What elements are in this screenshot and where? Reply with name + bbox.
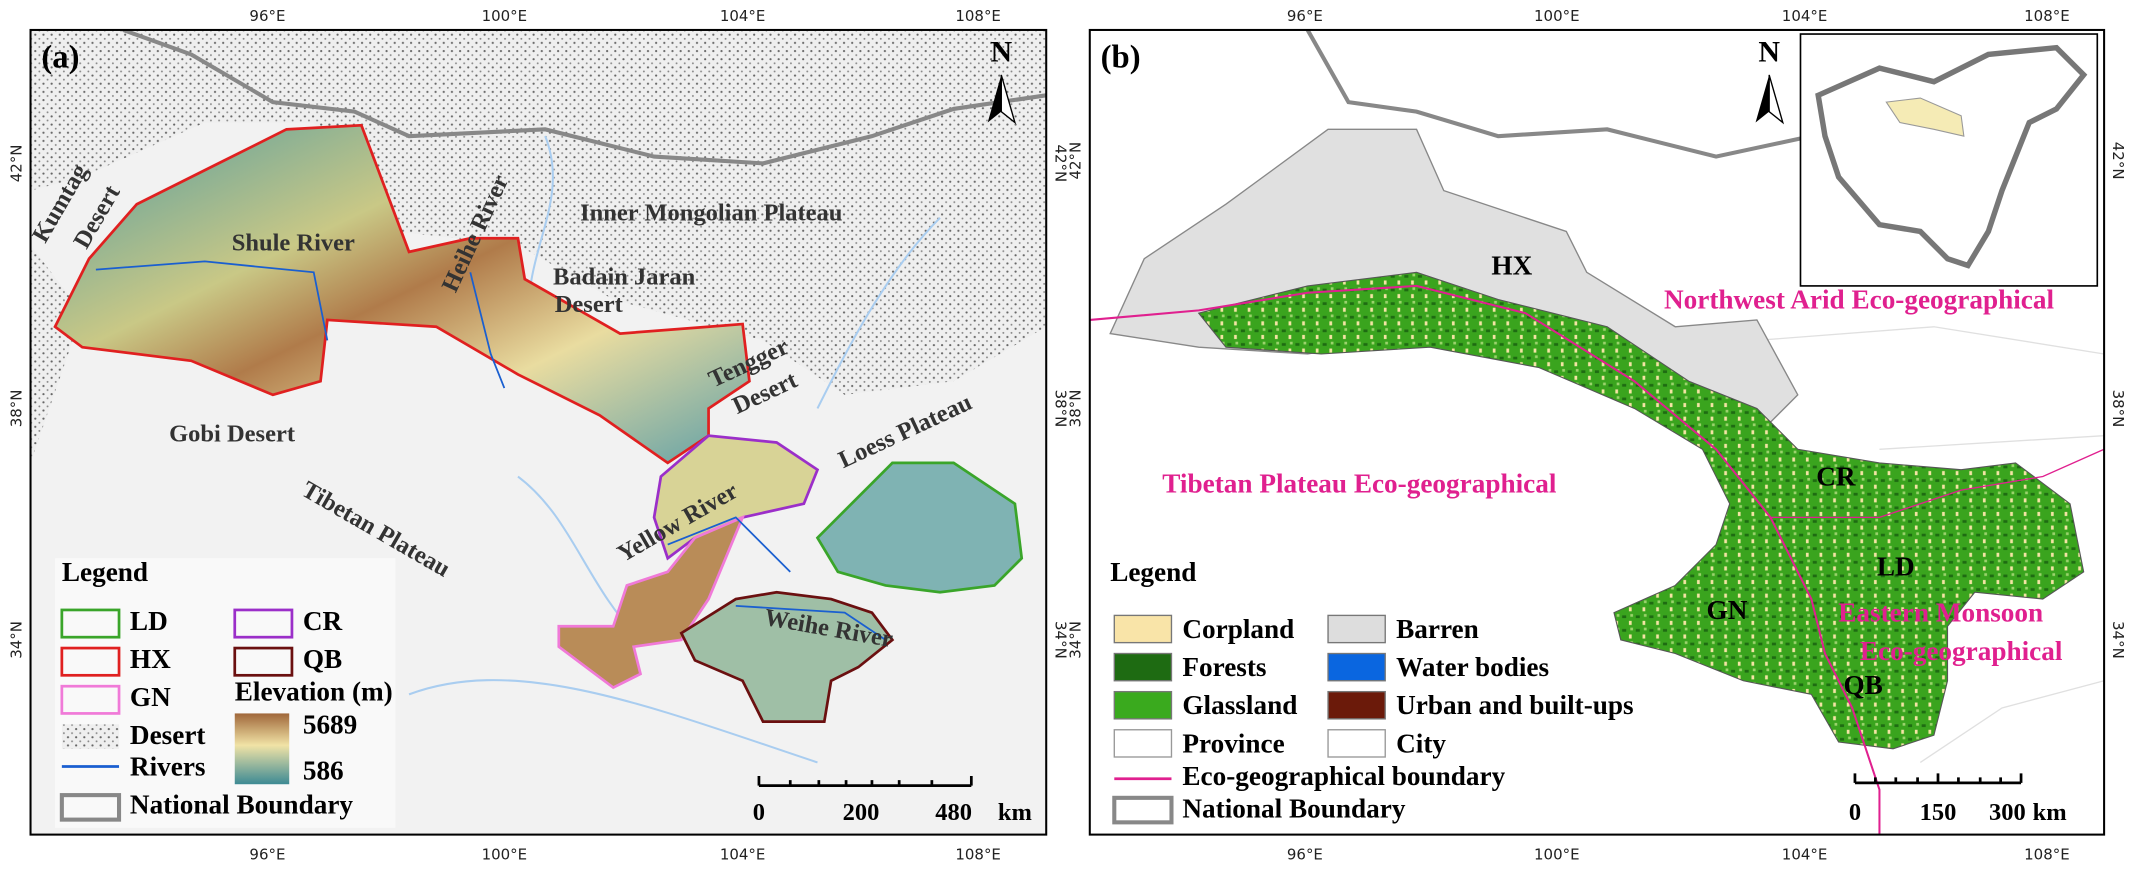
place-label: Badain Jaran: [553, 264, 696, 291]
lon-label: 104°E: [720, 846, 766, 864]
legend-title: Legend: [62, 557, 148, 587]
lat-label: 38°N: [1067, 390, 1085, 428]
scale-label: 300: [1989, 799, 2026, 826]
legend-item: 586: [303, 756, 344, 786]
legend-item: Water bodies: [1396, 652, 1549, 682]
place-label: Gobi Desert: [169, 420, 296, 447]
region-label: HX: [1491, 250, 1532, 280]
lat-label: 34°N: [2109, 621, 2127, 659]
lon-label: 100°E: [482, 7, 528, 25]
lat-label: 42°N: [1067, 142, 1085, 180]
panel-label: (a): [41, 39, 79, 75]
lat-label: 34°N: [1067, 621, 1085, 659]
eco-label: Eastern Monsoon: [1838, 598, 2043, 628]
lat-label: 42°N: [2109, 142, 2127, 180]
lon-label: 100°E: [1534, 7, 1580, 25]
legend-item: GN: [130, 682, 171, 712]
lon-label: 100°E: [482, 846, 528, 864]
lon-label: 108°E: [2024, 846, 2070, 864]
lat-label: 42°N: [1051, 145, 1069, 183]
lon-label: 108°E: [955, 846, 1001, 864]
lon-label: 96°E: [249, 846, 285, 864]
place-label: Shule River: [232, 230, 355, 257]
region-label: CR: [1816, 461, 1856, 491]
lat-label: 34°N: [7, 621, 25, 659]
legend-item: CR: [303, 606, 343, 636]
lat-label: 38°N: [1051, 390, 1069, 428]
scale-label: 480: [935, 799, 972, 826]
lon-label: 104°E: [1782, 7, 1828, 25]
legend-item: LD: [130, 606, 168, 636]
north-arrow: N: [990, 35, 1012, 68]
legend-item: HX: [130, 644, 171, 674]
panel-label: (b): [1101, 39, 1141, 75]
scale-unit: km: [998, 799, 1032, 826]
legend-item: 5689: [303, 709, 357, 739]
legend-item: Glassland: [1182, 690, 1297, 720]
eco-label: Eco-geographical: [1860, 636, 2063, 666]
eco-label: Tibetan Plateau Eco-geographical: [1162, 468, 1557, 498]
legend-item: Forests: [1182, 652, 1266, 682]
lat-label: 42°N: [7, 145, 25, 183]
legend-item: Eco-geographical boundary: [1182, 761, 1505, 791]
scale-label: 150: [1920, 799, 1957, 826]
legend-item: National Boundary: [1182, 794, 1405, 824]
legend-item: City: [1396, 728, 1446, 758]
legend-title: Legend: [1110, 557, 1196, 587]
place-label: Inner Mongolian Plateau: [580, 200, 842, 227]
place-label: Desert: [555, 291, 624, 318]
north-arrow: N: [1758, 35, 1780, 68]
legend-item: Urban and built-ups: [1396, 690, 1634, 720]
map-b: [1089, 29, 2105, 835]
region-label: QB: [1843, 670, 1882, 700]
lon-label: 96°E: [249, 7, 285, 25]
scale-unit: km: [2033, 799, 2067, 826]
lat-label: 38°N: [7, 390, 25, 428]
legend-item: Corpland: [1182, 614, 1294, 644]
legend-item: QB: [303, 644, 342, 674]
legend-item: Desert: [130, 720, 206, 750]
eco-label: Northwest Arid Eco-geographical: [1664, 285, 2055, 315]
legend-item: Rivers: [130, 751, 206, 781]
legend-item: Elevation (m): [235, 677, 393, 707]
lon-label: 100°E: [1534, 846, 1580, 864]
lon-label: 108°E: [955, 7, 1001, 25]
scale-label: 0: [753, 799, 765, 826]
lon-label: 96°E: [1287, 7, 1323, 25]
legend-item: Barren: [1396, 614, 1479, 644]
lon-label: 96°E: [1287, 846, 1323, 864]
scale-label: 0: [1849, 799, 1861, 826]
region-label: GN: [1707, 595, 1748, 625]
scale-label: 200: [843, 799, 880, 826]
legend-item: Province: [1182, 728, 1284, 758]
lon-label: 104°E: [1782, 846, 1828, 864]
legend-item: National Boundary: [130, 790, 353, 820]
lon-label: 108°E: [2024, 7, 2070, 25]
region-label: LD: [1877, 551, 1915, 581]
lat-label: 38°N: [2109, 390, 2127, 428]
lon-label: 104°E: [720, 7, 766, 25]
lat-label: 34°N: [1051, 621, 1069, 659]
